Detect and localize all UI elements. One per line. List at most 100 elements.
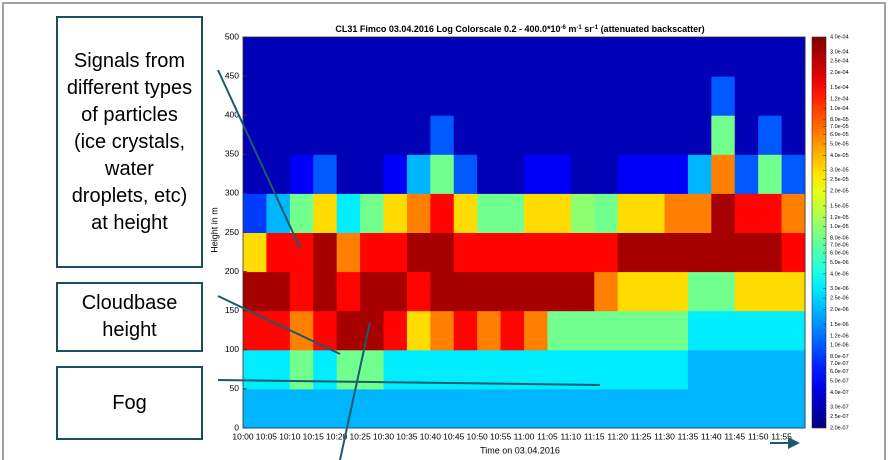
colorbar-tick-label: 1.5e-05 (830, 203, 849, 209)
heat-cell (617, 232, 642, 273)
heat-cell (453, 76, 478, 116)
heat-cell (477, 37, 502, 77)
heat-cell (500, 271, 525, 312)
colorbar-tick-label: 4.0e-05 (830, 153, 849, 159)
heat-cell (313, 271, 338, 312)
heat-cell (406, 193, 431, 233)
heat-cell (266, 76, 291, 116)
colorbar-tick-label: 7.0e-07 (830, 361, 849, 367)
heat-cell (524, 232, 548, 273)
heat-cell (734, 37, 759, 77)
title-part: CL31 Fimco 03.04.2016 Log Colorscale 0.2… (335, 24, 560, 34)
colorbar-tick-label: 2.5e-04 (830, 59, 849, 65)
x-tick-label: 10:35 (396, 431, 418, 441)
colorbar-tick-label: 7.0e-05 (830, 124, 849, 130)
heat-cell (383, 388, 408, 429)
colorbar-tick-label: 2.5e-05 (830, 177, 849, 183)
heat-cell (524, 37, 548, 77)
heat-cell (383, 193, 408, 233)
heat-cell (594, 37, 619, 77)
heat-cell (570, 154, 595, 194)
heat-cell (477, 271, 502, 312)
x-tick-label: 11:45 (724, 431, 745, 441)
heat-cell (524, 76, 548, 116)
heat-cell (641, 193, 665, 233)
y-tick-label: 0 (234, 422, 239, 432)
heat-cell (243, 115, 267, 155)
heat-cell (477, 193, 502, 233)
heat-cell (547, 271, 572, 312)
heat-cell (687, 310, 712, 351)
heat-cell (687, 271, 712, 312)
heat-cell (453, 232, 478, 273)
colorbar-tick-label: 6.0e-07 (830, 369, 849, 375)
heat-cell (641, 115, 665, 155)
heat-cell (383, 271, 408, 312)
x-tick-label: 10:00 (232, 431, 254, 441)
y-tick-label: 400 (225, 109, 239, 119)
heat-cell (617, 310, 642, 351)
heat-cell (641, 37, 665, 77)
heat-cell (734, 271, 759, 312)
colorbar-tick-label: 2.0e-05 (830, 189, 849, 195)
heat-cell (266, 349, 291, 390)
heat-cell (477, 310, 502, 351)
heat-cell (641, 388, 665, 429)
heat-cell (570, 388, 595, 429)
heat-cell (313, 37, 338, 77)
x-tick-label: 11:20 (607, 431, 628, 441)
heat-cell (524, 310, 548, 351)
heat-cell (336, 76, 361, 116)
colorbar-tick-label: 5.0e-05 (830, 141, 849, 147)
heat-cell (570, 115, 595, 155)
heat-cell (406, 388, 431, 429)
heat-cell (617, 115, 642, 155)
colorbar-tick-label: 1.2e-04 (830, 96, 849, 102)
heat-cell (711, 349, 736, 390)
heat-cell (687, 232, 712, 273)
x-tick-label: 11:35 (678, 431, 699, 441)
heat-cell (500, 76, 525, 116)
heat-cell (570, 310, 595, 351)
heat-cell (289, 232, 314, 273)
heat-cell (687, 115, 712, 155)
heat-cell (617, 76, 642, 116)
heat-cell (664, 154, 689, 194)
x-tick-label: 10:50 (467, 431, 489, 441)
heat-cell (547, 193, 572, 233)
title-part: m (566, 24, 577, 34)
x-tick-label: 11:55 (771, 431, 792, 441)
colorbar-tick-label: 6.0e-05 (830, 132, 849, 138)
colorbar-tick-label: 1.0e-05 (830, 224, 849, 230)
annotation: Fog (56, 366, 203, 440)
annotation: Cloudbase height (56, 282, 203, 352)
x-tick-label: 11:10 (561, 431, 582, 441)
heat-cell (406, 232, 431, 273)
heat-cell (617, 193, 642, 233)
colorbar-tick-label: 3.0e-04 (830, 49, 849, 55)
heat-cell (547, 310, 572, 351)
heat-cell (453, 388, 478, 429)
x-tick-label: 10:30 (373, 431, 395, 441)
colorbar-tick-label: 8.0e-06 (830, 236, 849, 242)
heat-cell (617, 349, 642, 390)
heat-cell (758, 310, 783, 351)
heat-cell (406, 76, 431, 116)
heat-cell (711, 388, 736, 429)
heat-cell (687, 37, 712, 77)
colorbar-tick-label: 4.0e-07 (830, 390, 849, 396)
heat-cell (383, 310, 408, 351)
heat-cell (243, 232, 267, 273)
heat-cell (360, 154, 384, 194)
heat-cell (266, 388, 291, 429)
heat-cell (336, 193, 361, 233)
heat-cell (500, 232, 525, 273)
heat-cell (781, 154, 806, 194)
heat-cell (430, 154, 455, 194)
heat-cell (313, 76, 338, 116)
heat-cell (289, 193, 314, 233)
title-part: -1 (576, 25, 582, 31)
heat-cell (406, 115, 431, 155)
heat-cell (406, 271, 431, 312)
heat-cell (594, 388, 619, 429)
